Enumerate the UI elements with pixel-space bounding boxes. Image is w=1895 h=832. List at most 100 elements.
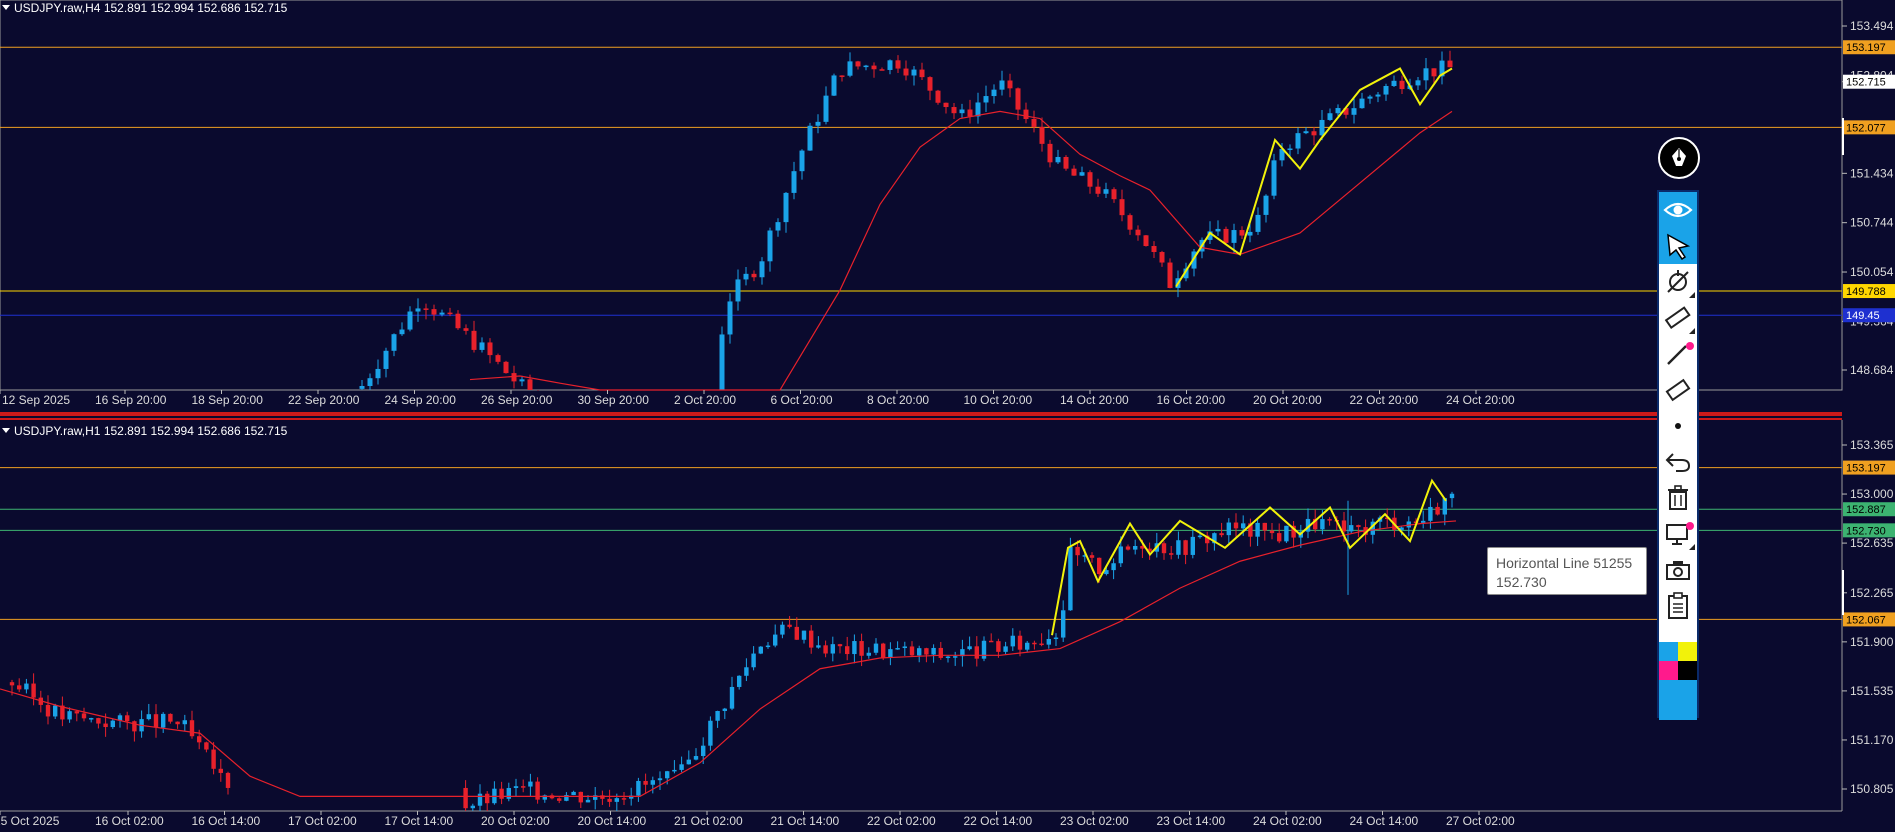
h4-candle <box>1215 220 1221 236</box>
h1-candle <box>513 778 519 797</box>
h1-time-label: 17 Oct 02:00 <box>288 814 357 828</box>
color-swatch[interactable] <box>1659 642 1678 661</box>
h1-candle <box>621 792 627 805</box>
h1-candle <box>1176 531 1181 559</box>
toolbar-screen-button[interactable] <box>1659 516 1697 552</box>
color-swatch[interactable] <box>1659 661 1678 680</box>
pen-tool-button[interactable] <box>1658 137 1700 179</box>
toolbar-ruler-button[interactable] <box>1659 300 1697 336</box>
h4-candle <box>1023 102 1029 124</box>
h1-price-tick: 151.170 <box>1850 733 1894 747</box>
h1-candle <box>881 642 886 661</box>
h1-candle <box>758 646 763 655</box>
h1-candle <box>888 642 893 666</box>
color-swatch[interactable] <box>1659 680 1697 700</box>
toolbar-undo-button[interactable] <box>1659 444 1697 480</box>
h1-candle <box>801 630 807 644</box>
pane-divider[interactable] <box>0 412 1842 416</box>
h1-time-label: 24 Oct 02:00 <box>1253 814 1322 828</box>
h4-candle <box>1127 213 1133 235</box>
toolbar-clipboard-button[interactable] <box>1659 588 1697 624</box>
h1-plot-area[interactable] <box>0 420 1843 812</box>
h1-candle <box>17 678 22 693</box>
h1-candle <box>945 655 951 663</box>
h4-candle <box>807 122 813 151</box>
toolbar-trendline-button[interactable] <box>1659 336 1697 372</box>
color-swatch[interactable] <box>1678 642 1697 661</box>
h4-candle <box>479 337 485 353</box>
h1-candle <box>787 616 792 629</box>
h1-candle <box>182 714 187 732</box>
h1-candle <box>917 645 922 663</box>
fountain-pen-icon <box>1672 148 1686 166</box>
h4-candle <box>1319 110 1325 141</box>
h1-candle <box>938 641 943 660</box>
ruler-icon <box>1664 306 1691 329</box>
h4-candle <box>743 266 749 286</box>
h4-time-label: 22 Oct 20:00 <box>1350 393 1419 407</box>
h1-time-label: 23 Oct 02:00 <box>1060 814 1129 828</box>
h4-plot-area[interactable] <box>0 0 1843 391</box>
collapse-triangle-icon[interactable] <box>2 5 10 10</box>
h4-candle <box>991 84 997 104</box>
h1-time-label: 23 Oct 14:00 <box>1157 814 1226 828</box>
toolbar-crosshair-button[interactable] <box>1659 264 1697 300</box>
h4-candle <box>1039 117 1045 152</box>
h1-candle <box>1284 525 1289 544</box>
toolbar-dot-button[interactable] <box>1659 408 1697 444</box>
h4-candle <box>1447 50 1453 68</box>
h1-candle <box>189 710 195 739</box>
h1-candle <box>830 636 835 662</box>
h4-chart-pane[interactable]: USDJPY.raw,H4 152.891 152.994 152.686 15… <box>0 0 1895 410</box>
h1-candle <box>866 647 871 659</box>
h1-candle <box>1025 640 1030 652</box>
h1-candle <box>528 773 533 797</box>
h1-candle <box>110 718 115 729</box>
toolbar-camera-button[interactable] <box>1659 552 1697 588</box>
collapse-triangle-icon[interactable] <box>2 428 10 433</box>
toolbar-eye-button[interactable] <box>1659 192 1697 228</box>
h4-candle <box>1343 107 1349 119</box>
color-palette[interactable] <box>1659 642 1697 720</box>
h1-candle <box>1442 497 1447 526</box>
h1-candle <box>665 770 670 785</box>
h4-candle <box>447 307 453 317</box>
color-swatch[interactable] <box>1659 700 1697 720</box>
h1-candle <box>168 713 173 724</box>
h1-candle <box>679 756 684 773</box>
h4-candle <box>423 303 429 320</box>
h4-candle <box>951 102 957 119</box>
h1-price-tick: 152.635 <box>1850 536 1894 550</box>
h1-chart-pane[interactable]: USDJPY.raw,H1 152.891 152.994 152.686 15… <box>0 420 1895 832</box>
h4-candle <box>871 62 877 78</box>
toolbar-trash-button[interactable] <box>1659 480 1697 516</box>
h4-candle <box>359 379 365 390</box>
screen-icon <box>1666 524 1688 545</box>
h4-candle <box>727 293 733 344</box>
h4-candle <box>999 70 1005 96</box>
h1-time-label: 22 Oct 14:00 <box>964 814 1033 828</box>
h4-candle <box>983 85 989 112</box>
h1-candle <box>751 646 756 671</box>
h4-price-tick: 150.744 <box>1850 216 1894 230</box>
h4-candle <box>1087 170 1093 194</box>
h4-time-label: 24 Sep 20:00 <box>385 393 457 407</box>
h1-candle <box>1226 518 1231 544</box>
h1-time-label: 22 Oct 02:00 <box>867 814 936 828</box>
h4-candle <box>919 62 925 80</box>
h1-level-price-tag <box>1843 460 1895 475</box>
h1-candle <box>74 710 79 722</box>
color-swatch[interactable] <box>1678 661 1697 680</box>
h4-candle <box>1031 110 1037 133</box>
h1-price-tick: 150.805 <box>1850 782 1894 796</box>
h4-candle <box>1391 75 1397 88</box>
h1-price-tick: 153.365 <box>1850 438 1894 452</box>
h4-candle <box>391 333 397 357</box>
h1-candle <box>225 771 231 795</box>
h4-time-label: 24 Oct 20:00 <box>1446 393 1515 407</box>
h1-candle <box>535 777 540 804</box>
toolbar-eraser-button[interactable] <box>1659 372 1697 408</box>
toolbar-cursor-button[interactable] <box>1659 228 1697 264</box>
h1-candle <box>859 633 864 667</box>
h4-candle <box>1327 108 1333 121</box>
